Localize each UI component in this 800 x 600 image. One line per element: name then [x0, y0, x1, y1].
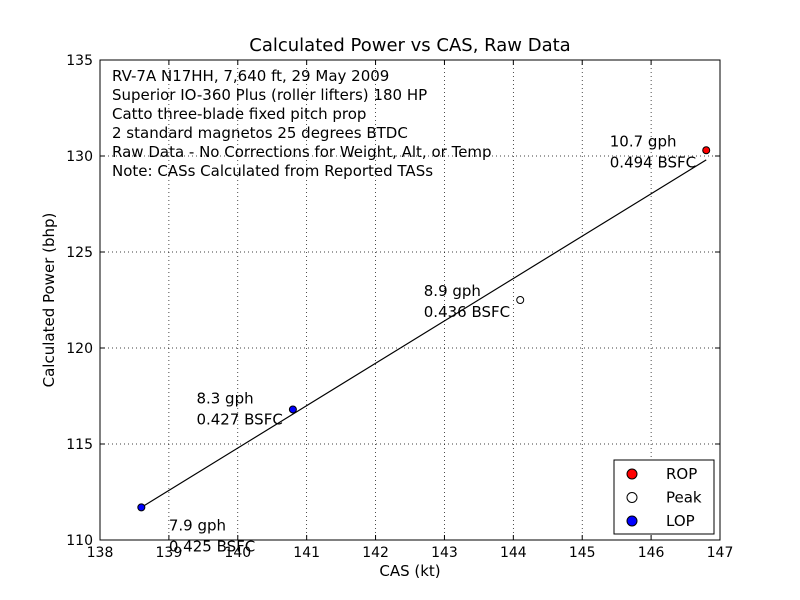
legend-label: Peak: [666, 489, 702, 507]
x-tick-label: 142: [362, 545, 389, 561]
plot-frame: [99, 59, 721, 541]
data-annotation: 8.3 gph: [196, 390, 253, 408]
annotations: RV-7A N17HH, 7,640 ft, 29 May 2009Superi…: [112, 67, 696, 555]
x-tick-label: 147: [707, 545, 734, 561]
fit-line-layer: [141, 159, 707, 508]
data-annotation: 0.436 BSFC: [424, 303, 510, 321]
legend-label: ROP: [666, 465, 697, 483]
x-tick-label: 145: [569, 545, 596, 561]
note-line: Superior IO-360 Plus (roller lifters) 18…: [112, 86, 427, 104]
note-line: Catto three-blade fixed pitch prop: [112, 105, 366, 123]
grid: [100, 60, 720, 540]
data-annotation: 0.494 BSFC: [610, 153, 696, 171]
x-tick-label: 140: [224, 545, 251, 561]
y-tick-label: 115: [66, 437, 93, 453]
x-tick-label: 141: [293, 545, 320, 561]
y-axis-label: Calculated Power (bhp): [40, 213, 58, 388]
data-points: [137, 146, 711, 512]
data-annotation: 8.9 gph: [424, 282, 481, 300]
y-tick-label: 135: [66, 53, 93, 69]
data-point-peak: [516, 296, 525, 304]
data-point-rop: [702, 146, 711, 155]
data-point-lop: [137, 503, 146, 512]
x-tick-label: 139: [156, 545, 183, 561]
y-tick-label: 125: [66, 245, 93, 261]
data-point-lop: [288, 405, 297, 414]
legend-label: LOP: [666, 512, 695, 530]
legend: ROP Peak LOP: [613, 459, 715, 535]
y-tick-label: 120: [66, 341, 93, 357]
data-annotation: 7.9 gph: [169, 516, 226, 534]
y-tick-label: 130: [66, 149, 93, 165]
x-tick-label: 144: [500, 545, 527, 561]
note-line: RV-7A N17HH, 7,640 ft, 29 May 2009: [112, 67, 389, 85]
data-annotation: 0.425 BSFC: [169, 537, 255, 555]
note-line: Raw Data - No Corrections for Weight, Al…: [112, 143, 492, 161]
fit-line: [141, 159, 707, 508]
note-line: Note: CASs Calculated from Reported TASs: [112, 162, 433, 180]
x-tick-label: 138: [87, 545, 114, 561]
legend-marker-rop: [626, 468, 638, 480]
x-tick-label: 143: [431, 545, 458, 561]
chart-title: Calculated Power vs CAS, Raw Data: [249, 35, 570, 56]
legend-marker-lop: [626, 515, 638, 527]
data-annotation: 10.7 gph: [610, 132, 677, 150]
x-tick-label: 146: [638, 545, 665, 561]
y-tick-label: 110: [66, 533, 93, 549]
axis-ticks: 138 139 140 141 142 143 144 145 146 147 110 115 120 1…: [66, 53, 733, 561]
data-annotation: 0.427 BSFC: [196, 411, 282, 429]
note-line: 2 standard magnetos 25 degrees BTDC: [112, 124, 408, 142]
legend-marker-peak: [626, 492, 638, 503]
x-axis-label: CAS (kt): [379, 562, 440, 580]
